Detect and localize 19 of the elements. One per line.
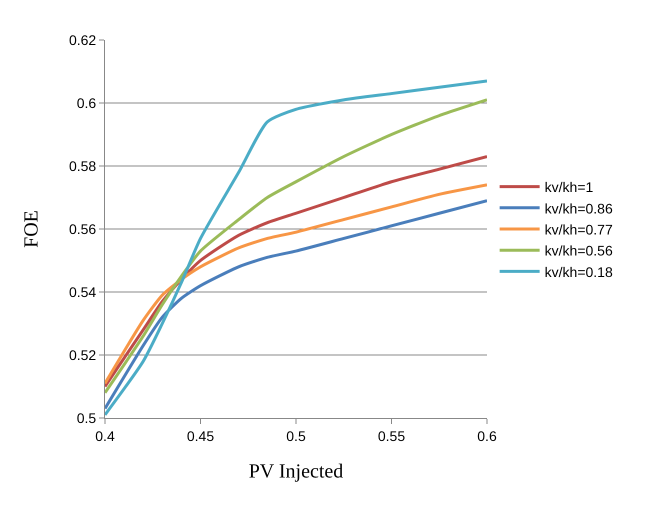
- x-tick-label: 0.6: [477, 428, 497, 444]
- y-tick-label: 0.5: [76, 410, 96, 426]
- y-tick-label: 0.52: [68, 346, 96, 363]
- legend-label: kv/kh=0.77: [544, 221, 613, 238]
- x-tick-label: 0.5: [286, 428, 306, 444]
- y-axis-title: FOE: [20, 210, 42, 248]
- y-tick-label: 0.6: [76, 94, 96, 111]
- legend-label: kv/kh=0.86: [544, 200, 613, 216]
- legend-label: kv/kh=0.18: [544, 264, 613, 280]
- legend-label: kv/kh=1: [544, 179, 594, 196]
- y-tick-label: 0.58: [68, 158, 96, 174]
- x-tick-label: 0.4: [95, 428, 115, 444]
- y-tick-label: 0.56: [68, 220, 96, 237]
- x-axis-title: PV Injected: [248, 460, 344, 482]
- x-tick-label: 0.55: [378, 428, 406, 444]
- x-tick-label: 0.45: [186, 428, 214, 444]
- legend-label: kv/kh=0.56: [544, 242, 613, 259]
- y-tick-label: 0.54: [68, 284, 96, 300]
- y-tick-label: 0.62: [68, 32, 96, 48]
